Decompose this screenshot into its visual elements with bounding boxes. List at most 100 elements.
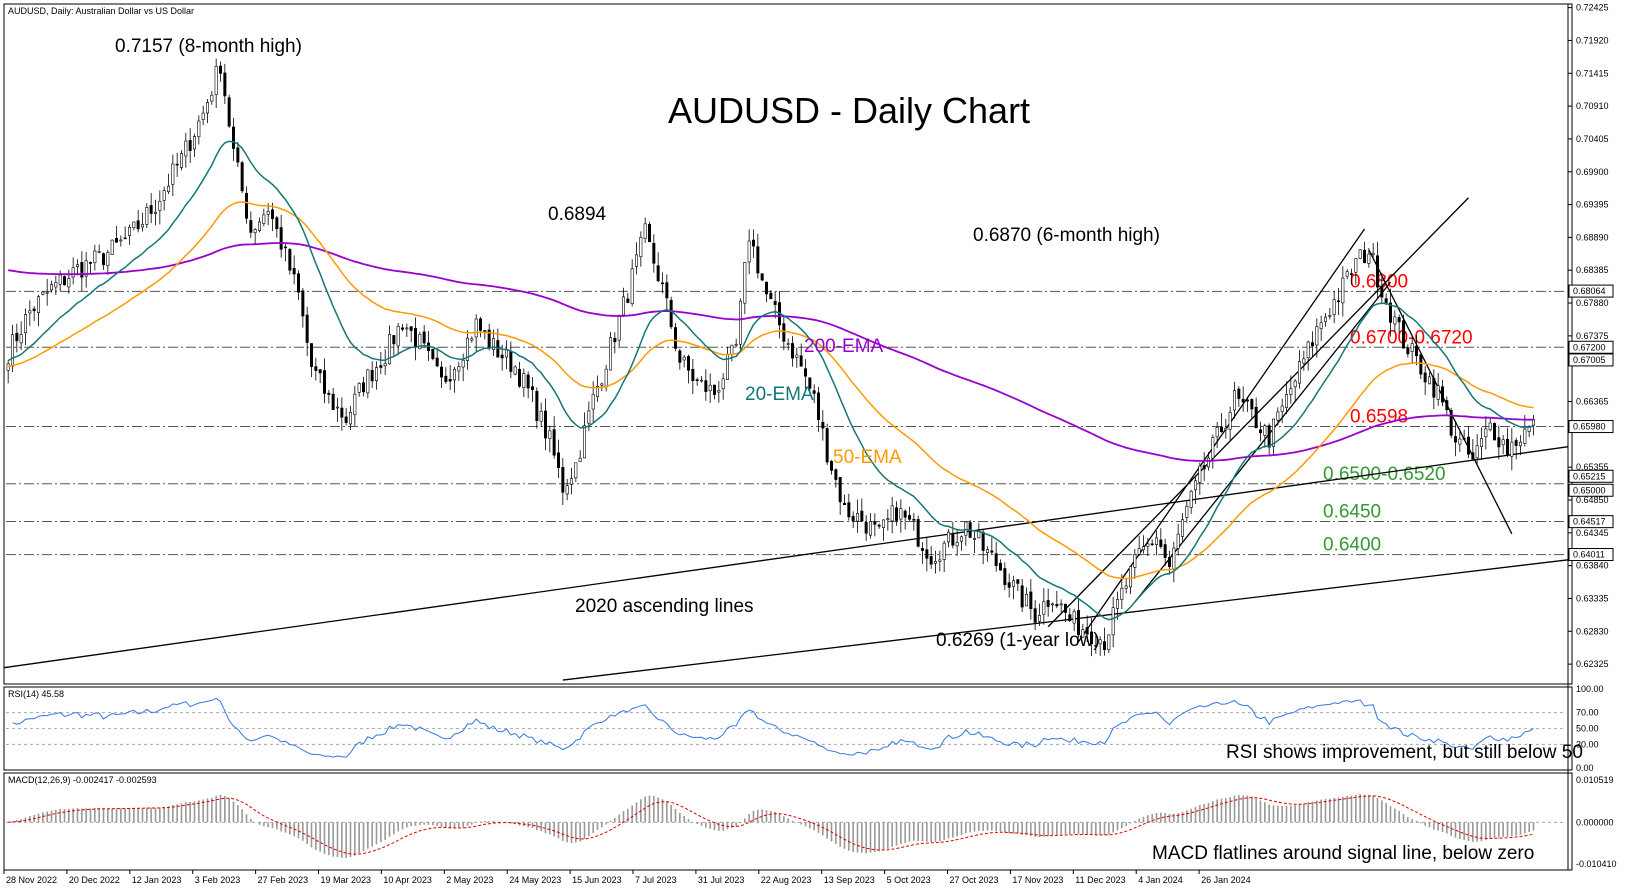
candle-body — [249, 220, 253, 233]
candle-body — [206, 102, 210, 114]
y-tick-label: 0.67880 — [1576, 298, 1609, 308]
candle-body — [1085, 627, 1089, 635]
candle-body — [855, 513, 859, 522]
candle-body — [899, 508, 903, 520]
candle-body — [556, 452, 560, 469]
ema-50-line — [7, 201, 1534, 580]
candle-body — [1497, 437, 1501, 448]
candle-body — [834, 469, 838, 480]
candle-body — [197, 120, 201, 138]
y-level-tag-label: 0.67200 — [1573, 342, 1606, 352]
candle-body — [1220, 426, 1224, 433]
candle-body — [730, 344, 734, 355]
candle-body — [1194, 480, 1198, 491]
candle-body — [1510, 441, 1514, 457]
candle-body — [1007, 582, 1011, 588]
candle-body — [933, 561, 937, 564]
candle-body — [188, 140, 192, 151]
candle-body — [1514, 440, 1518, 446]
label-50-ema: 50-EMA — [833, 447, 902, 468]
candle-body — [245, 192, 249, 219]
candle-body — [1393, 316, 1397, 325]
candle-body — [539, 410, 543, 422]
rsi-tick-label: 30.00 — [1576, 739, 1599, 749]
x-tick-label: 11 Dec 2023 — [1075, 875, 1125, 885]
candle-body — [292, 268, 296, 275]
candle-body — [102, 253, 106, 266]
candle-body — [32, 308, 36, 312]
candles — [6, 58, 1536, 657]
candle-body — [11, 334, 15, 367]
candle-body — [1198, 465, 1202, 483]
candle-body — [331, 393, 335, 411]
candle-body — [1454, 436, 1458, 443]
candle-body — [1458, 438, 1462, 445]
candle-body — [617, 315, 621, 341]
y-level-tag-label: 0.68064 — [1573, 286, 1606, 296]
candle-body — [981, 531, 985, 551]
candle-body — [955, 542, 959, 547]
candle-body — [504, 349, 508, 358]
candle-body — [691, 369, 695, 381]
y-tick-label: 0.69395 — [1576, 200, 1609, 210]
candle-body — [964, 521, 968, 536]
candle-body — [1462, 438, 1466, 440]
candle-body — [877, 524, 881, 527]
candle-body — [1207, 457, 1211, 468]
candle-body — [1367, 253, 1371, 264]
candle-body — [526, 374, 530, 389]
candle-body — [1090, 631, 1094, 645]
candle-body — [1475, 445, 1479, 459]
candle-body — [894, 507, 898, 521]
candle-body — [1064, 603, 1068, 613]
candle-body — [509, 350, 513, 372]
y-level-tag-label: 0.65000 — [1573, 485, 1606, 495]
trendline-3 — [1077, 228, 1366, 643]
candle-body — [193, 136, 197, 150]
y-tick-label: 0.69900 — [1576, 167, 1609, 177]
candle-body — [314, 366, 318, 371]
candle-body — [270, 209, 274, 219]
candle-body — [1324, 316, 1328, 322]
trendline-5 — [1368, 249, 1513, 535]
candle-body — [1068, 614, 1072, 621]
candle-body — [721, 378, 725, 390]
candle-body — [370, 369, 374, 382]
candle-body — [132, 221, 136, 229]
candle-body — [1480, 438, 1484, 447]
chart-title: AUDUSD - Daily Chart — [668, 90, 1030, 131]
y-tick-label: 0.64850 — [1576, 495, 1609, 505]
candle-body — [162, 190, 166, 201]
rsi-pane-frame — [3, 686, 1573, 771]
candle-body — [873, 521, 877, 525]
candle-body — [769, 292, 773, 300]
candle-body — [1263, 425, 1267, 436]
candle-body — [673, 327, 677, 349]
candle-body — [530, 386, 534, 390]
candle-body — [1471, 452, 1475, 460]
candle-body — [626, 298, 630, 303]
y-tick-label: 0.71920 — [1576, 35, 1609, 45]
x-axis: 28 Nov 2022 20 Dec 2022 12 Jan 2023 3 Feb 2… — [3, 870, 1251, 885]
candle-body — [141, 223, 145, 228]
ema-lines — [7, 140, 1534, 621]
macd-tick-label: -0.010410 — [1576, 859, 1617, 869]
x-tick-label: 2 May 2023 — [446, 875, 493, 885]
candle-body — [465, 337, 469, 361]
candle-body — [1449, 409, 1453, 436]
candle-body — [1233, 390, 1237, 411]
candle-body — [665, 282, 669, 299]
candle-body — [223, 72, 227, 97]
candle-body — [167, 185, 171, 192]
candle-body — [604, 368, 608, 387]
candle-body — [1332, 299, 1336, 315]
candle-body — [565, 485, 569, 495]
candle-body — [1445, 400, 1449, 411]
trendlines — [3, 197, 1569, 681]
macd-tick-label: 0.010519 — [1576, 775, 1614, 785]
candle-body — [851, 516, 855, 521]
y-tick-label: 0.62325 — [1576, 659, 1609, 669]
y-tick-label: 0.68385 — [1576, 265, 1609, 275]
candle-body — [552, 429, 556, 456]
